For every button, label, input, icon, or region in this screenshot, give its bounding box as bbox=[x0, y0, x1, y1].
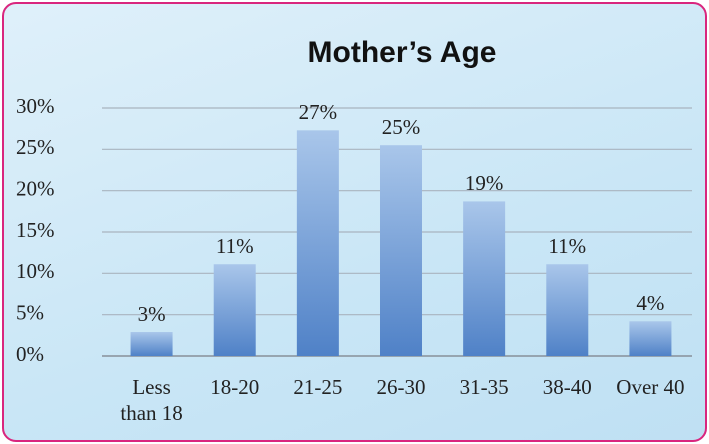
bar bbox=[546, 264, 589, 356]
data-label: 3% bbox=[138, 302, 166, 326]
y-tick-label: 5% bbox=[16, 300, 44, 324]
y-tick-label: 30% bbox=[16, 94, 55, 118]
x-tick-label: Over 40 bbox=[616, 375, 685, 399]
data-label: 19% bbox=[465, 171, 504, 195]
x-tick-label: 21-25 bbox=[293, 375, 343, 399]
data-label: 11% bbox=[216, 234, 254, 258]
bar bbox=[213, 264, 256, 356]
data-label: 11% bbox=[548, 234, 586, 258]
bar bbox=[380, 145, 422, 356]
y-tick-label: 20% bbox=[16, 176, 55, 200]
y-tick-label: 25% bbox=[16, 135, 55, 159]
data-label: 4% bbox=[636, 291, 664, 315]
y-tick-label: 15% bbox=[16, 218, 55, 242]
bar bbox=[296, 130, 339, 356]
data-label: 25% bbox=[382, 115, 421, 139]
x-tick-label: 18-20 bbox=[210, 375, 260, 399]
chart: Mother’s Age 0% 5% 10% 15% 20% 25% 30% 3% 11% 27%… bbox=[16, 36, 692, 366]
y-tick-label: 0% bbox=[16, 342, 44, 366]
bar bbox=[463, 201, 506, 356]
data-label: 27% bbox=[299, 100, 338, 124]
bar bbox=[629, 321, 672, 356]
chart-title: Mother’s Age bbox=[308, 36, 497, 69]
x-tick-label: 38-40 bbox=[542, 375, 592, 399]
y-tick-label: 10% bbox=[16, 259, 55, 283]
x-tick-label: Less than 18 bbox=[120, 375, 183, 425]
x-tick-label: 26-30 bbox=[376, 375, 426, 399]
x-tick-label: 31-35 bbox=[459, 375, 509, 399]
bar bbox=[130, 332, 173, 356]
